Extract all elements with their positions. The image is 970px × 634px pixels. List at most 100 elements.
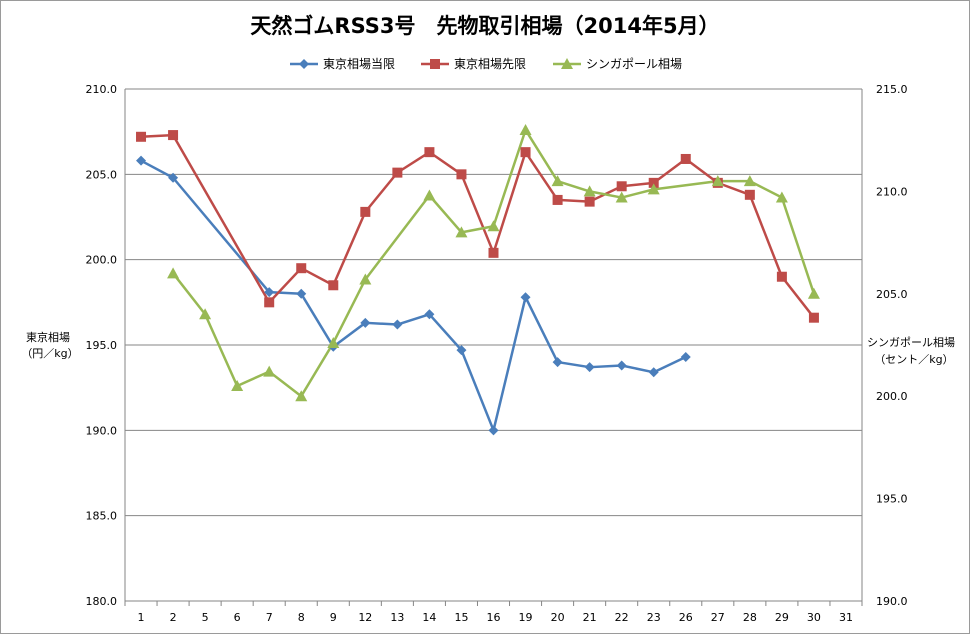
- data-point: [328, 280, 339, 291]
- x-tick-label: 20: [551, 611, 565, 624]
- data-point: [680, 153, 691, 164]
- data-point: [136, 155, 147, 166]
- series-line: [172, 128, 816, 398]
- x-tick-label: 16: [487, 611, 501, 624]
- y-tick-label-left: 200.0: [86, 254, 118, 267]
- y-tick-label-left: 210.0: [86, 83, 118, 96]
- data-point: [648, 367, 659, 378]
- y-tick-label-right: 205.0: [876, 288, 908, 301]
- legend-marker: [561, 58, 573, 69]
- x-tick-label: 6: [234, 611, 241, 624]
- gridlines: [125, 88, 862, 602]
- data-point: [488, 247, 499, 258]
- data-point: [392, 319, 403, 330]
- x-tick-label: 30: [807, 611, 821, 624]
- legend-marker: [299, 59, 309, 69]
- x-axis-ticks: 1 2 5 6 7 8 9 12 13 14 15 16 19 20 21 22 23 26 27 28 29 30 31: [138, 611, 853, 624]
- y-tick-label-left: 195.0: [86, 339, 118, 352]
- x-tick-label: 29: [775, 611, 789, 624]
- x-tick-label: 27: [711, 611, 725, 624]
- x-tick-label: 1: [138, 611, 145, 624]
- data-point: [168, 172, 179, 183]
- x-tick-label: 23: [647, 611, 661, 624]
- y-axis-left-label-line1: 東京相場: [26, 330, 70, 344]
- y-tick-label-left: 180.0: [86, 595, 118, 608]
- y-tick-label-right: 200.0: [876, 390, 908, 403]
- data-point: [264, 297, 275, 308]
- series-line: [140, 133, 815, 319]
- y-axis-right-ticks: 215.0 210.0 205.0 200.0 195.0 190.0: [876, 83, 908, 608]
- data-point: [807, 287, 820, 299]
- data-point: [327, 336, 340, 348]
- data-point: [584, 362, 595, 373]
- data-point: [648, 177, 659, 188]
- x-tick-label: 14: [422, 611, 436, 624]
- x-tick-label: 2: [170, 611, 177, 624]
- legend-label: 東京相場先限: [454, 57, 526, 71]
- data-point: [552, 357, 563, 368]
- legend-label: 東京相場当限: [323, 57, 395, 71]
- data-point: [487, 220, 500, 232]
- x-tick-label: 22: [615, 611, 629, 624]
- legend: 東京相場当限 東京相場先限 シンガポール相場: [290, 57, 682, 71]
- y-axis-right-label-line1: シンガポール相場: [867, 336, 955, 349]
- data-point: [424, 309, 435, 320]
- data-point: [520, 147, 531, 158]
- data-point: [456, 169, 467, 180]
- data-point: [360, 206, 371, 217]
- y-tick-label-left: 190.0: [86, 424, 118, 437]
- data-point: [647, 183, 660, 195]
- x-tick-label: 28: [743, 611, 757, 624]
- x-tick-label: 8: [298, 611, 305, 624]
- data-point: [743, 175, 756, 187]
- data-point: [680, 351, 691, 362]
- data-point: [616, 360, 627, 371]
- legend-marker: [430, 59, 440, 69]
- y-tick-label-left: 205.0: [86, 168, 118, 181]
- data-point: [551, 175, 564, 187]
- data-point: [455, 226, 468, 238]
- data-point: [199, 308, 212, 320]
- y-tick-label-left: 185.0: [86, 510, 118, 523]
- y-axis-right-label-line2: （セント／kg）: [874, 353, 953, 366]
- data-point: [231, 379, 244, 391]
- y-tick-label-right: 215.0: [876, 83, 908, 96]
- legend-label: シンガポール相場: [586, 57, 682, 71]
- x-tick-label: 31: [839, 611, 853, 624]
- data-point: [520, 292, 531, 303]
- x-tick-label: 19: [519, 611, 533, 624]
- x-tick-label: 13: [390, 611, 404, 624]
- data-point: [392, 167, 403, 178]
- data-point: [296, 263, 307, 274]
- data-point: [488, 425, 499, 436]
- data-point: [423, 189, 436, 201]
- y-axis-left-label-line2: （円／kg）: [21, 347, 78, 360]
- data-point: [808, 312, 819, 323]
- chart-title: 天然ゴムRSS3号 先物取引相場（2014年5月）: [250, 14, 719, 38]
- data-point: [136, 131, 147, 142]
- data-point: [424, 147, 435, 158]
- data-point: [552, 194, 563, 205]
- data-point: [584, 196, 595, 207]
- data-point: [775, 191, 788, 203]
- data-point: [711, 175, 724, 187]
- x-tick-label: 9: [330, 611, 337, 624]
- y-tick-label-right: 195.0: [876, 493, 908, 506]
- axes: [124, 89, 863, 606]
- data-point: [616, 181, 627, 192]
- y-tick-label-right: 210.0: [876, 185, 908, 198]
- data-point: [359, 273, 372, 285]
- data-point: [615, 191, 628, 203]
- series-line: [140, 159, 687, 432]
- data-point: [168, 130, 179, 141]
- data-point: [583, 185, 596, 197]
- series-markers: [136, 123, 820, 436]
- x-tick-label: 5: [202, 611, 209, 624]
- series-lines: [140, 128, 816, 432]
- data-point: [519, 123, 532, 135]
- data-point: [360, 317, 371, 328]
- x-tick-label: 26: [679, 611, 693, 624]
- data-point: [776, 271, 787, 282]
- y-axis-left-ticks: 210.0 205.0 200.0 195.0 190.0 185.0 180.0: [86, 83, 118, 608]
